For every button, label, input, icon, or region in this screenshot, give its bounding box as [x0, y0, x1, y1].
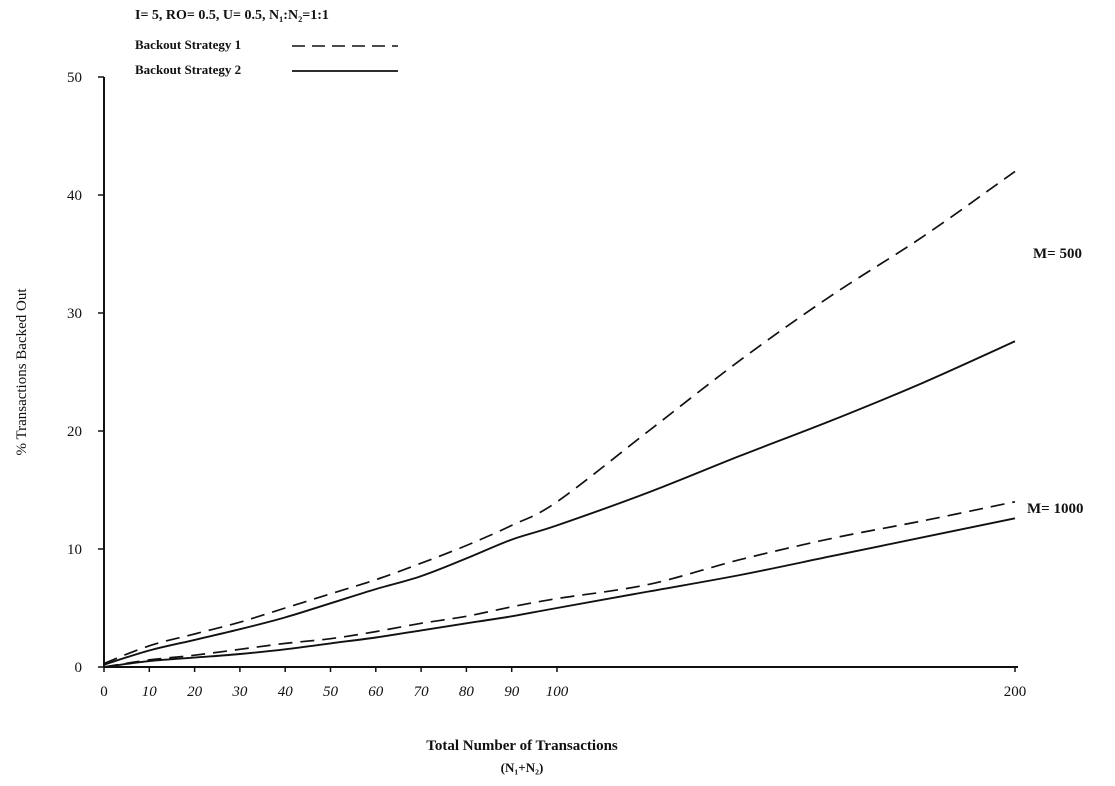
annotation-m-1000: M= 1000	[1027, 501, 1083, 517]
x-tick-label: 50	[323, 684, 339, 700]
x-tick-label: 70	[414, 684, 430, 700]
y-tick-label: 40	[67, 188, 82, 204]
y-tick-label: 50	[67, 70, 82, 86]
x-tick-label: 200	[1004, 684, 1027, 700]
x-tick-label: 90	[504, 684, 520, 700]
legend-label-strategy-1: Backout Strategy 1	[135, 37, 241, 52]
x-tick-label: 30	[231, 684, 248, 700]
x-tick-label: 60	[368, 684, 384, 700]
x-tick-label: 0	[100, 684, 108, 700]
series-line-m500-strategy-1	[103, 170, 1016, 665]
x-tick-label: 40	[278, 684, 294, 700]
annotation-m-500: M= 500	[1033, 246, 1082, 262]
series-line-m1000-strategy-1	[103, 500, 1016, 668]
legend-label-strategy-2: Backout Strategy 2	[135, 62, 241, 77]
x-tick-label: 80	[459, 684, 475, 700]
x-axis-label: Total Number of Transactions	[426, 738, 618, 754]
x-tick-label: 10	[142, 684, 158, 700]
y-tick-label: 10	[67, 542, 82, 558]
series-line-m1000-strategy-2	[103, 517, 1016, 668]
y-axis-label: % Transactions Backed Out	[14, 288, 30, 456]
parameter-line: I= 5, RO= 0.5, U= 0.5, N₁:N₂=1:1	[135, 8, 329, 23]
x-tick-label: 20	[187, 684, 203, 700]
y-tick-label: 30	[67, 306, 82, 322]
y-tick-label: 0	[75, 660, 83, 676]
series-line-m500-strategy-2	[103, 340, 1016, 666]
x-axis-sublabel: (N₁+N₂)	[501, 760, 544, 775]
y-tick-label: 20	[67, 424, 82, 440]
x-tick-label: 100	[546, 684, 569, 700]
